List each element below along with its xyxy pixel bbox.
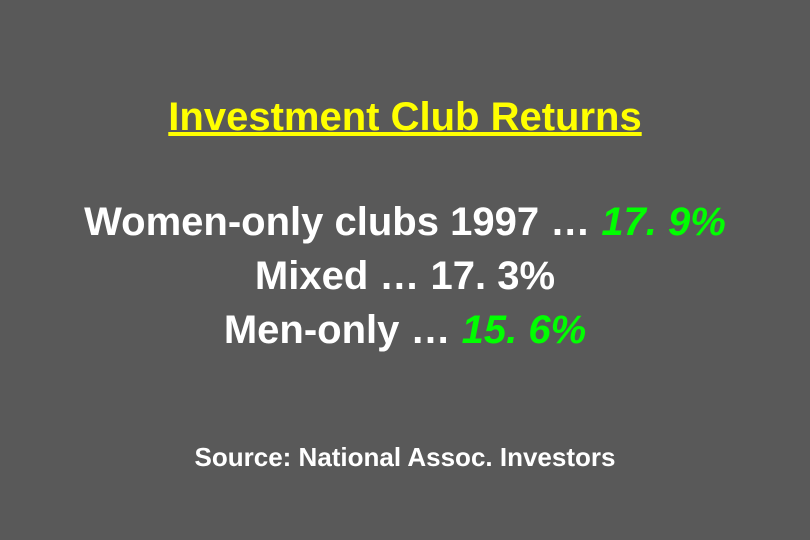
slide-title: Investment Club Returns: [168, 95, 641, 140]
row-men-value: 15. 6%: [462, 308, 587, 352]
row-mixed: Mixed … 17. 3%: [84, 249, 726, 303]
row-men: Men-only … 15. 6%: [84, 303, 726, 357]
row-women: Women-only clubs 1997 … 17. 9%: [84, 195, 726, 249]
row-men-label: Men-only …: [224, 308, 462, 352]
row-women-value: 17. 9%: [601, 200, 726, 244]
row-mixed-label: Mixed …: [255, 254, 431, 298]
row-women-label: Women-only clubs 1997 …: [84, 200, 601, 244]
source-attribution: Source: National Assoc. Investors: [195, 442, 616, 473]
slide-content: Women-only clubs 1997 … 17. 9% Mixed … 1…: [84, 195, 726, 357]
row-mixed-value: 17. 3%: [431, 254, 556, 298]
slide-container: Investment Club Returns Women-only clubs…: [0, 0, 810, 540]
